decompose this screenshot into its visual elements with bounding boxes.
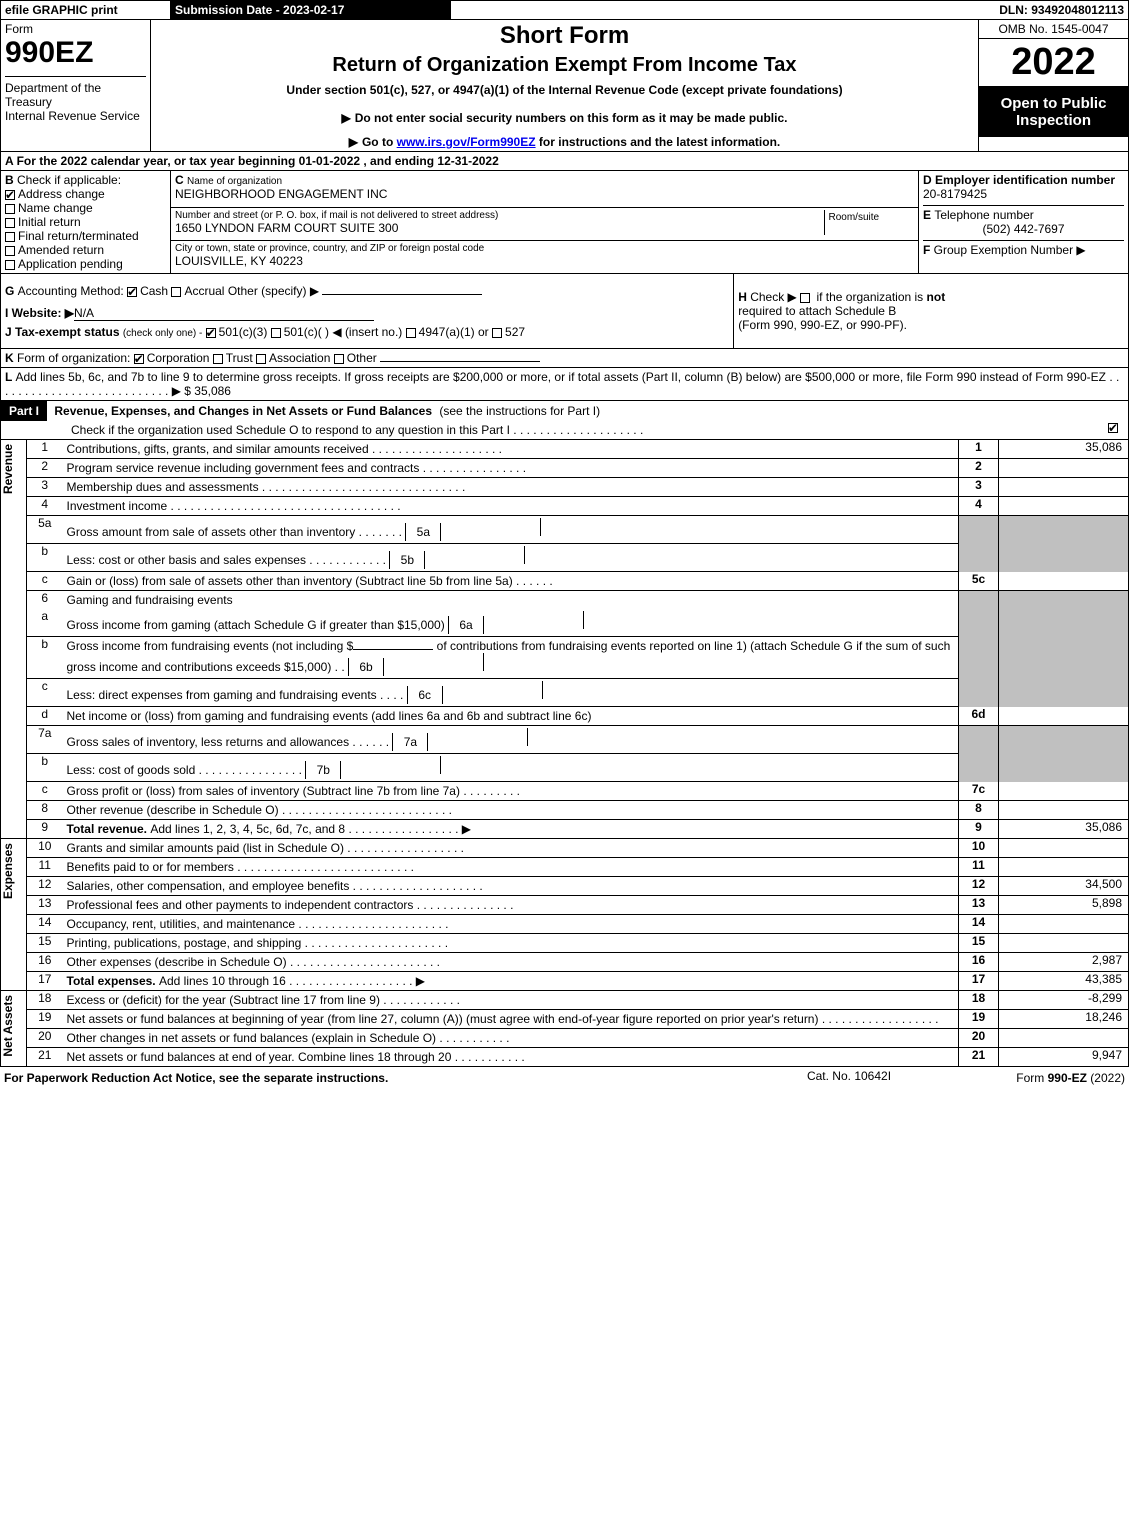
- page-footer: For Paperwork Reduction Act Notice, see …: [0, 1069, 1129, 1087]
- val-18: -8,299: [999, 991, 1129, 1010]
- website: N/A: [74, 306, 374, 321]
- title-short-form: Short Form: [155, 22, 974, 50]
- form-word: Form: [5, 22, 146, 36]
- checkbox-address-change[interactable]: [5, 190, 15, 200]
- omb: OMB No. 1545-0047: [979, 20, 1128, 39]
- val-13: 5,898: [999, 896, 1129, 915]
- checkbox-other[interactable]: [334, 354, 344, 364]
- topbar: efile GRAPHIC print Submission Date - 20…: [0, 0, 1129, 20]
- tax-year: 2022: [979, 39, 1128, 87]
- section-b: B Check if applicable: Address change Na…: [1, 171, 171, 274]
- arrow-icon: [341, 111, 354, 125]
- val-17: 43,385: [999, 972, 1129, 991]
- val-19: 18,246: [999, 1010, 1129, 1029]
- val-21: 9,947: [999, 1048, 1129, 1067]
- checkbox-assoc[interactable]: [256, 354, 266, 364]
- expenses-label: Expenses: [1, 839, 15, 903]
- subtitle: Under section 501(c), 527, or 4947(a)(1)…: [155, 83, 974, 97]
- val-16: 2,987: [999, 953, 1129, 972]
- phone: (502) 442-7697: [923, 222, 1124, 236]
- checkbox-amended[interactable]: [5, 246, 15, 256]
- checkbox-cash[interactable]: [127, 287, 137, 297]
- note-ssn: Do not enter social security numbers on …: [355, 111, 788, 125]
- part1-table: Revenue 1 Contributions, gifts, grants, …: [0, 440, 1129, 1067]
- open-public: Open to Public Inspection: [979, 87, 1128, 137]
- form-header: Form 990EZ Department of the Treasury In…: [0, 20, 1129, 152]
- val-12: 34,500: [999, 877, 1129, 896]
- part1-header: Part I Revenue, Expenses, and Changes in…: [0, 401, 1129, 440]
- checkbox-part1[interactable]: [1108, 423, 1118, 433]
- dept: Department of the Treasury Internal Reve…: [5, 76, 146, 123]
- note-goto-post: for instructions and the latest informat…: [536, 135, 781, 149]
- note-goto-pre: Go to: [362, 135, 397, 149]
- checkbox-4947[interactable]: [406, 328, 416, 338]
- checkbox-527[interactable]: [492, 328, 502, 338]
- title-return: Return of Organization Exempt From Incom…: [155, 54, 974, 77]
- arrow-icon: [349, 135, 362, 149]
- checkbox-trust[interactable]: [213, 354, 223, 364]
- checkbox-app-pending[interactable]: [5, 260, 15, 270]
- arrow-icon: ▶: [1076, 243, 1085, 257]
- city: LOUISVILLE, KY 40223: [175, 254, 914, 268]
- form-number: 990EZ: [5, 36, 146, 70]
- netassets-label: Net Assets: [1, 991, 15, 1061]
- revenue-label: Revenue: [1, 440, 15, 498]
- line-k: K Form of organization: Corporation Trus…: [0, 349, 1129, 368]
- val-9: 35,086: [999, 820, 1129, 839]
- checkbox-initial-return[interactable]: [5, 218, 15, 228]
- line-a: A For the 2022 calendar year, or tax yea…: [0, 152, 1129, 171]
- gh-block: G Accounting Method: Cash Accrual Other …: [0, 274, 1129, 349]
- org-name: NEIGHBORHOOD ENGAGEMENT INC: [175, 187, 914, 201]
- irs-link[interactable]: www.irs.gov/Form990EZ: [397, 135, 536, 149]
- checkbox-501c[interactable]: [271, 328, 281, 338]
- val-1: 35,086: [999, 440, 1129, 459]
- efile-print[interactable]: efile GRAPHIC print: [1, 1, 171, 20]
- dln: DLN: 93492048012113: [909, 1, 1129, 20]
- ein: 20-8179425: [923, 187, 1124, 201]
- checkbox-corp[interactable]: [134, 354, 144, 364]
- checkbox-name-change[interactable]: [5, 204, 15, 214]
- checkbox-final-return[interactable]: [5, 232, 15, 242]
- room-label: Room/suite: [824, 210, 914, 235]
- right-info: D Employer identification number 20-8179…: [919, 171, 1129, 274]
- street: 1650 LYNDON FARM COURT SUITE 300: [175, 221, 824, 235]
- line-l: L Add lines 5b, 6c, and 7b to line 9 to …: [0, 368, 1129, 401]
- checkbox-h[interactable]: [800, 293, 810, 303]
- entity-block: B Check if applicable: Address change Na…: [0, 171, 1129, 274]
- checkbox-501c3[interactable]: [206, 328, 216, 338]
- submission-date: Submission Date - 2023-02-17: [171, 1, 451, 20]
- checkbox-accrual[interactable]: [171, 287, 181, 297]
